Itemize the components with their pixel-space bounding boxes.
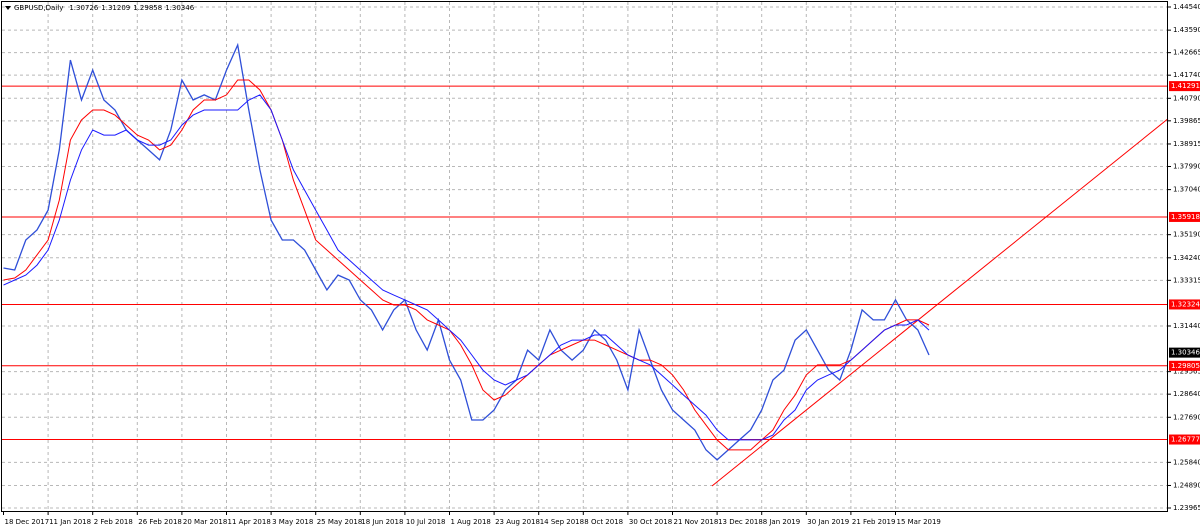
y-tick-label: 1.25840 — [1173, 458, 1200, 466]
y-tick-label: 1.23965 — [1173, 504, 1200, 512]
y-tick-label: 1.39865 — [1173, 117, 1200, 125]
y-tick-label: 1.37990 — [1173, 162, 1200, 170]
x-tick-label: 8 Jan 2019 — [763, 518, 801, 526]
x-tick-label: 1 Aug 2018 — [451, 518, 491, 526]
y-tick-label: 1.28640 — [1173, 390, 1200, 398]
x-tick-label: 15 Mar 2019 — [897, 518, 941, 526]
x-tick-label: 26 Feb 2018 — [138, 518, 182, 526]
trendline — [711, 118, 1169, 487]
header-value: 1.29858 — [133, 4, 162, 12]
current-price-box — [1169, 347, 1200, 358]
level-label-box — [1169, 81, 1200, 92]
y-tick-label: 1.31440 — [1173, 322, 1200, 330]
header-value: 1.30726 — [69, 4, 98, 12]
plot-frame — [1, 1, 1168, 512]
x-tick-label: 21 Nov 2018 — [674, 518, 719, 526]
x-tick-label: 23 Aug 2018 — [495, 518, 540, 526]
level-label: 1.32324 — [1171, 300, 1200, 308]
y-tick-label: 1.27690 — [1173, 413, 1200, 421]
level-label-box — [1169, 360, 1200, 371]
y-tick-label: 1.33315 — [1173, 276, 1200, 284]
x-tick-label: 11 Apr 2018 — [228, 518, 271, 526]
y-tick-label: 1.38915 — [1173, 140, 1200, 148]
y-tick-label: 1.42665 — [1173, 49, 1200, 57]
level-label-box — [1169, 211, 1200, 222]
x-tick-label: 25 May 2018 — [317, 518, 363, 526]
x-tick-label: 20 Mar 2018 — [183, 518, 227, 526]
x-tick-label: 10 Jul 2018 — [406, 518, 446, 526]
x-tick-label: 11 Jan 2018 — [49, 518, 91, 526]
x-tick-label: 30 Jan 2019 — [807, 518, 849, 526]
level-label: 1.29805 — [1171, 362, 1200, 370]
x-tick-label: 8 Oct 2018 — [584, 518, 623, 526]
x-tick-label: 3 May 2018 — [272, 518, 313, 526]
y-tick-label: 1.24890 — [1173, 481, 1200, 489]
price-line — [3, 42, 930, 461]
grid-layer — [2, 2, 1168, 511]
y-tick-label: 1.37040 — [1173, 186, 1200, 194]
level-label-box — [1169, 299, 1200, 310]
x-tick-label: 18 Dec 2017 — [5, 518, 50, 526]
x-tick-label: 21 Feb 2019 — [852, 518, 896, 526]
x-tick-label: 18 Jun 2018 — [361, 518, 403, 526]
header-value: 1.31209 — [101, 4, 130, 12]
y-tick-label: 1.29565 — [1173, 368, 1200, 376]
x-tick-label: 13 Dec 2018 — [718, 518, 763, 526]
header-value: 1.30346 — [165, 4, 194, 12]
y-tick-label: 1.41740 — [1173, 71, 1200, 79]
y-tick-label: 1.35190 — [1173, 231, 1200, 239]
x-tick-label: 2 Feb 2018 — [94, 518, 133, 526]
level-label-box — [1169, 434, 1200, 445]
current-price-label: 1.30346 — [1171, 349, 1200, 357]
y-tick-label: 1.34240 — [1173, 254, 1200, 262]
level-label: 1.26777 — [1171, 436, 1200, 444]
y-tick-label: 1.40790 — [1173, 94, 1200, 102]
header-icon — [5, 6, 11, 10]
moving-average — [3, 79, 930, 451]
level-label: 1.41291 — [1171, 82, 1200, 90]
level-label: 1.35918 — [1171, 213, 1200, 221]
marks-layer — [2, 42, 1169, 487]
chart-title: GBPUSD,Daily — [14, 4, 63, 12]
y-tick-label: 1.44540 — [1173, 3, 1200, 11]
x-tick-label: 30 Oct 2018 — [629, 518, 672, 526]
moving-average — [3, 94, 930, 441]
x-tick-label: 14 Sep 2018 — [540, 518, 584, 526]
y-tick-label: 1.43590 — [1173, 26, 1200, 34]
